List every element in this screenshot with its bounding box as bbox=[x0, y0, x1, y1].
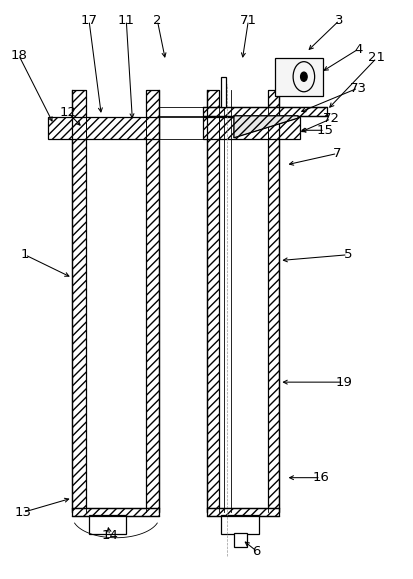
Bar bbox=[206, 508, 279, 516]
Text: 3: 3 bbox=[335, 14, 343, 27]
Text: 2: 2 bbox=[153, 14, 161, 27]
Bar bbox=[275, 58, 322, 96]
Text: 4: 4 bbox=[353, 43, 361, 56]
Bar bbox=[89, 515, 126, 534]
Bar bbox=[72, 90, 85, 512]
Text: 73: 73 bbox=[349, 82, 366, 94]
Bar bbox=[146, 90, 159, 512]
Text: 72: 72 bbox=[322, 112, 339, 125]
Bar bbox=[47, 117, 159, 139]
Text: 1: 1 bbox=[21, 248, 29, 261]
Text: 19: 19 bbox=[335, 376, 351, 389]
Text: 13: 13 bbox=[14, 506, 31, 519]
Bar bbox=[206, 90, 218, 512]
Text: 15: 15 bbox=[316, 124, 333, 137]
Bar bbox=[267, 90, 279, 512]
Polygon shape bbox=[233, 116, 297, 138]
Bar bbox=[202, 117, 299, 139]
Circle shape bbox=[300, 72, 306, 82]
Text: 71: 71 bbox=[239, 14, 256, 27]
Text: 11: 11 bbox=[117, 14, 135, 27]
Bar bbox=[202, 107, 326, 116]
Text: 5: 5 bbox=[343, 248, 351, 261]
Text: 18: 18 bbox=[10, 49, 27, 61]
Text: 12: 12 bbox=[59, 107, 77, 119]
Text: 14: 14 bbox=[101, 529, 118, 542]
Bar bbox=[220, 77, 226, 107]
Text: 16: 16 bbox=[312, 471, 328, 484]
Bar bbox=[221, 515, 258, 534]
Text: 21: 21 bbox=[367, 52, 385, 64]
Text: 17: 17 bbox=[80, 14, 97, 27]
Text: 7: 7 bbox=[332, 147, 341, 160]
Bar bbox=[233, 533, 247, 547]
Bar bbox=[72, 508, 159, 516]
Text: 6: 6 bbox=[252, 545, 260, 558]
